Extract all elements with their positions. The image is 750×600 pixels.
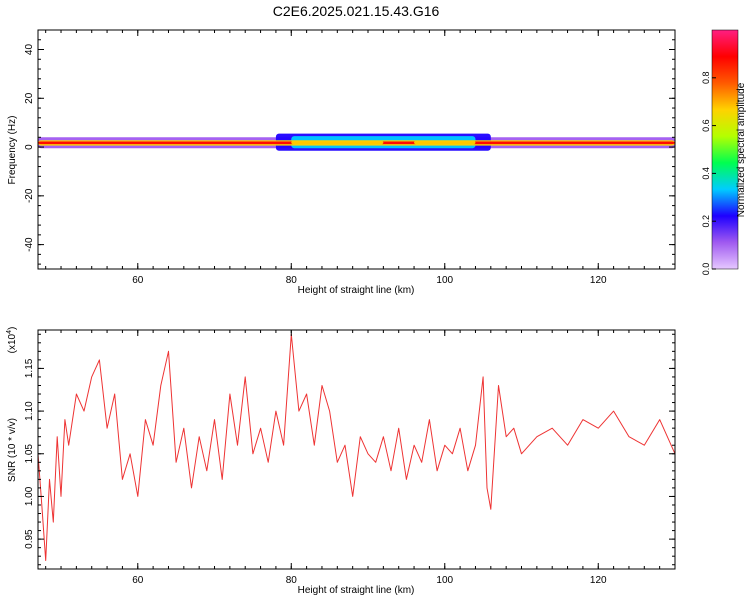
colorbar-gradient (711, 29, 739, 270)
colorbar-tick-label: 0.2 (701, 215, 711, 228)
snr-ytick-label: 1.15 (24, 358, 35, 378)
colorbar-tick-label: 0.4 (701, 167, 711, 180)
spectrogram-frame (37, 29, 676, 270)
snr-axes: 60 80 100 120 0.95 1.00 1.05 1.10 1.15 (24, 330, 676, 586)
spectrogram-ytick-label: 40 (24, 44, 35, 56)
colorbar-label: Normalized spectral amplitude (736, 82, 747, 217)
snr-scale-prefix: (x10 (7, 333, 18, 353)
snr-xlabel: Height of straight line (km) (298, 585, 415, 596)
snr-ylabel: SNR (10 * v/v) (7, 418, 18, 482)
svg-text:(x104): (x104) (6, 327, 18, 354)
snr-ytick-label: 1.05 (24, 444, 35, 464)
spectrogram-xtick-label: 100 (436, 275, 453, 286)
spectrogram-xtick-label: 120 (590, 275, 607, 286)
snr-ytick-label: 1.10 (24, 401, 35, 421)
spectrogram-xlabel: Height of straight line (km) (298, 285, 415, 296)
colorbar-tick-label: 0.0 (701, 263, 711, 276)
snr-scale-label: (x104) (6, 327, 18, 354)
spectrogram-xtick-label: 80 (286, 275, 298, 286)
snr-ytick-label: 0.95 (24, 529, 35, 549)
spectrogram-ytick-label: -20 (24, 188, 35, 203)
snr-scale-suffix: ) (7, 327, 18, 330)
spectrogram-axes: 60 80 100 120 -40 -20 0 20 40 (24, 29, 676, 286)
snr-panel: 60 80 100 120 0.95 1.00 1.05 1.10 1.15 Height of… (6, 327, 676, 596)
heatmap-band (291, 140, 384, 145)
colorbar-tick-label: 0.8 (701, 72, 711, 85)
snr-xtick-label: 80 (286, 575, 298, 586)
colorbar-ticks: 0.0 0.2 0.4 0.6 0.8 (701, 72, 716, 276)
spectrogram-ylabel: Frequency (Hz) (7, 116, 18, 185)
colorbar-tick-label: 0.6 (701, 119, 711, 132)
snr-xtick-label: 100 (436, 575, 453, 586)
snr-series-line (38, 333, 675, 561)
snr-xtick-label: 60 (132, 575, 144, 586)
spectrogram-xtick-label: 60 (132, 275, 144, 286)
spectrogram-ytick-label: 0 (24, 144, 35, 150)
heatmap-band (414, 140, 476, 145)
snr-frame (37, 329, 676, 570)
figure-title: C2E6.2025.021.15.43.G16 (273, 3, 440, 19)
spectrogram-panel: 60 80 100 120 -40 -20 0 20 40 Height of straight… (7, 29, 676, 296)
snr-ytick-label: 1.00 (24, 486, 35, 506)
spectrogram-ytick-label: 20 (24, 92, 35, 104)
heatmap-bands (38, 133, 675, 151)
colorbar: 0.0 0.2 0.4 0.6 0.8 Normalized spectral ampl… (701, 29, 747, 276)
snr-scale-exponent: 4 (6, 330, 13, 334)
spectrogram-ytick-label: -40 (24, 237, 35, 252)
snr-xtick-label: 120 (590, 575, 607, 586)
